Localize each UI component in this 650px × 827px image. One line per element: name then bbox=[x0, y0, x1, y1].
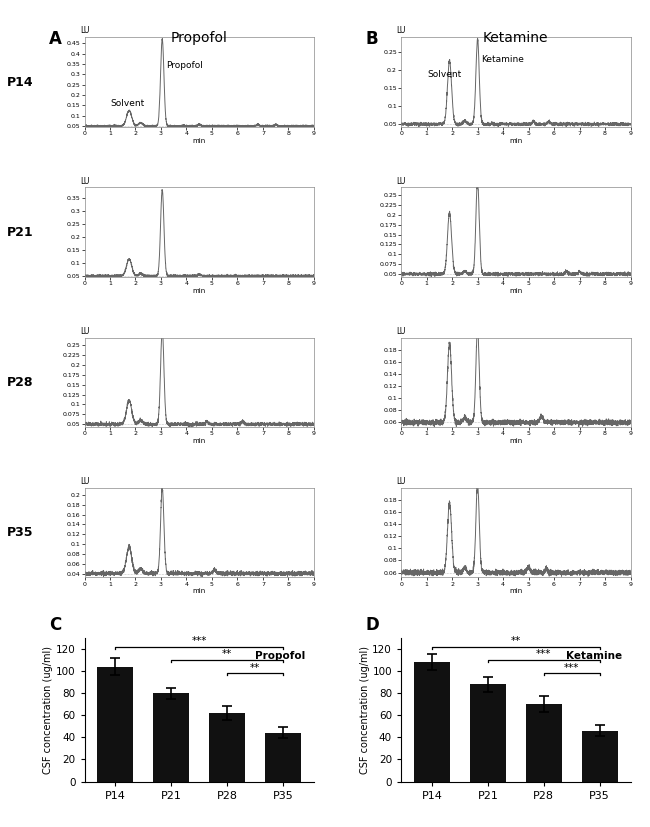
Text: LU: LU bbox=[80, 477, 89, 486]
Text: A: A bbox=[49, 30, 62, 48]
X-axis label: min: min bbox=[192, 288, 206, 294]
Text: D: D bbox=[365, 615, 379, 633]
Text: LU: LU bbox=[396, 477, 406, 486]
Text: Solvent: Solvent bbox=[428, 69, 462, 79]
Text: LU: LU bbox=[80, 26, 89, 36]
X-axis label: min: min bbox=[192, 437, 206, 444]
Y-axis label: CSF concentration (ug/ml): CSF concentration (ug/ml) bbox=[359, 646, 370, 774]
Text: P35: P35 bbox=[6, 526, 33, 539]
X-axis label: min: min bbox=[192, 588, 206, 594]
Text: LU: LU bbox=[396, 26, 406, 36]
Text: LU: LU bbox=[396, 177, 406, 185]
X-axis label: min: min bbox=[509, 288, 523, 294]
Text: Solvent: Solvent bbox=[110, 99, 144, 108]
Bar bbox=[582, 731, 618, 782]
Text: ***: *** bbox=[192, 636, 207, 646]
Bar bbox=[470, 684, 506, 782]
X-axis label: min: min bbox=[509, 437, 523, 444]
Text: LU: LU bbox=[80, 327, 89, 336]
Text: LU: LU bbox=[80, 177, 89, 185]
Text: **: ** bbox=[511, 636, 521, 646]
Bar bbox=[97, 667, 133, 782]
Text: Propofol: Propofol bbox=[171, 31, 228, 45]
Text: P28: P28 bbox=[6, 376, 33, 389]
Text: Ketamine: Ketamine bbox=[482, 55, 525, 65]
X-axis label: min: min bbox=[509, 137, 523, 144]
Text: Propofol: Propofol bbox=[166, 61, 203, 70]
Text: P14: P14 bbox=[6, 75, 33, 88]
Text: P21: P21 bbox=[6, 226, 33, 239]
Text: ***: *** bbox=[536, 649, 551, 659]
Text: ***: *** bbox=[564, 662, 579, 672]
Text: B: B bbox=[365, 30, 378, 48]
X-axis label: min: min bbox=[509, 588, 523, 594]
Text: Propofol: Propofol bbox=[255, 651, 306, 661]
Text: **: ** bbox=[250, 662, 260, 672]
Bar bbox=[265, 733, 302, 782]
Bar bbox=[153, 693, 189, 782]
Bar bbox=[526, 704, 562, 782]
Y-axis label: CSF concentration (ug/ml): CSF concentration (ug/ml) bbox=[43, 646, 53, 774]
Bar bbox=[413, 662, 450, 782]
Text: C: C bbox=[49, 615, 61, 633]
Text: **: ** bbox=[222, 649, 232, 659]
Text: Ketamine: Ketamine bbox=[483, 31, 549, 45]
Text: LU: LU bbox=[396, 327, 406, 336]
Bar bbox=[209, 713, 245, 782]
Text: Ketamine: Ketamine bbox=[566, 651, 622, 661]
X-axis label: min: min bbox=[192, 137, 206, 144]
